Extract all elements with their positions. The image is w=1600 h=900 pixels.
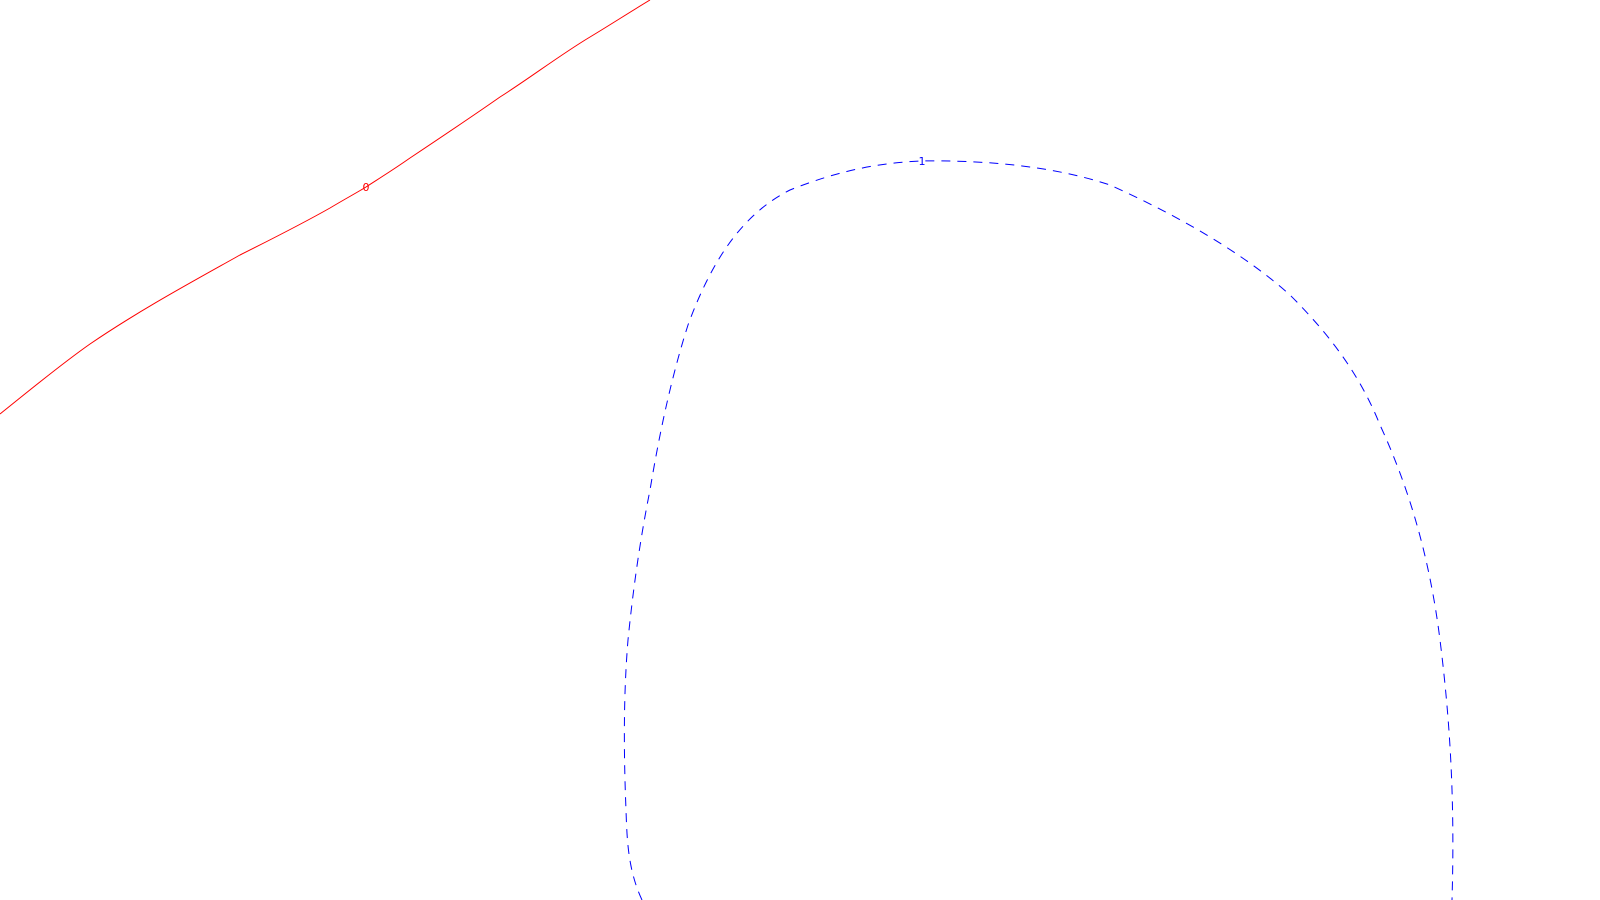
contour-1: 1 (623, 155, 1454, 900)
contour-1-label: 1 (919, 155, 926, 168)
contour-0-label: 0 (363, 181, 370, 194)
contour-0: 0 (0, 0, 651, 415)
contour-1-line (623, 160, 1454, 900)
contour-0-line (0, 0, 651, 415)
